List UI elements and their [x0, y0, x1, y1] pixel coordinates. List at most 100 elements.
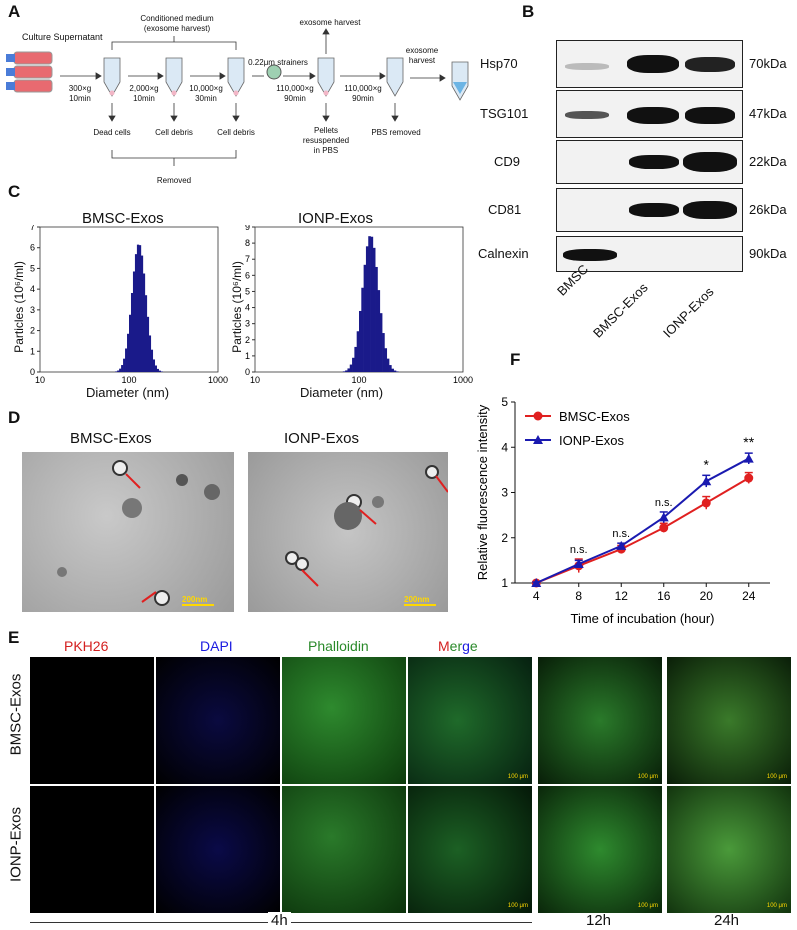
hist-bar: [368, 236, 371, 372]
hist-bar: [382, 333, 385, 372]
micrograph-ionp-dapi: [156, 786, 280, 913]
significance-label: **: [743, 434, 754, 450]
hist-ytick-label: 2: [30, 326, 35, 336]
hist-bar: [347, 368, 351, 372]
hist-xlabel-left: Diameter (nm): [86, 385, 170, 400]
tem-image-bmsc-exos: 200nm: [22, 452, 234, 612]
pellets-label: Pellets resuspended in PBS: [302, 126, 350, 155]
hist-xtick-label: 100: [351, 375, 366, 385]
hist-ytick-label: 1: [245, 351, 250, 361]
hist-title-left: BMSC-Exos: [82, 210, 164, 227]
micrograph-bmsc-merge: 100 μm: [408, 657, 532, 784]
hist-bar: [127, 333, 130, 372]
scalebar-bmsc-24h: 100 μm: [766, 774, 787, 780]
time-label-24h: 24h: [714, 912, 740, 929]
hist-bar: [119, 368, 122, 372]
spin-step-3: 10,000×g 30min: [189, 84, 223, 103]
hist-bar: [117, 370, 120, 372]
merge-er: er: [449, 638, 463, 654]
micrograph-ionp-12h: 100 μm: [538, 786, 662, 913]
hist-bar: [342, 371, 346, 372]
dead-cells-label: Dead cells: [93, 128, 131, 137]
hist-title-right: IONP-Exos: [298, 210, 374, 227]
hist-ytick-label: 7: [30, 225, 35, 232]
kda-hsp70: 70kDa: [749, 56, 787, 71]
data-point: [744, 473, 754, 483]
merge-e: e: [469, 638, 478, 654]
lane-label-bmsc-exos: BMSC-Exos: [590, 279, 651, 341]
histogram-ionp-exos: 0 1 2 3 4 5 6 7 8 9 10 100 1000: [245, 225, 473, 385]
strainer-label: 0.22μm strainers: [248, 58, 308, 67]
micrograph-ionp-phalloidin: [282, 786, 406, 913]
hist-ytick-label: 9: [245, 225, 250, 232]
hist-xtick-label: 1000: [453, 375, 473, 385]
hist-bar: [359, 310, 362, 372]
data-point: [573, 558, 584, 568]
panel-label-b: B: [522, 2, 535, 21]
hist-xtick-label: 10: [35, 375, 45, 385]
hist-ytick-label: 1: [30, 346, 35, 356]
tem-scalebar-left: 200nm: [182, 595, 208, 604]
hist-bar: [391, 368, 394, 372]
x-tick-label: 20: [700, 589, 714, 603]
significance-label: n.s.: [570, 544, 588, 556]
hist-ytick-label: 8: [245, 238, 250, 248]
culture-label: Culture Supernatant: [22, 32, 103, 42]
kda-cd9: 22kDa: [749, 154, 787, 169]
x-tick-label: 16: [657, 589, 671, 603]
hist-ytick-label: 0: [245, 367, 250, 377]
spin-step-5: 110,000×g 90min: [344, 84, 382, 103]
legend-label: IONP-Exos: [559, 433, 625, 448]
legend-marker: [533, 411, 543, 421]
y-axis-label: Relative fluorescence intensity: [475, 404, 490, 580]
micrograph-bmsc-24h: 100 μm: [667, 657, 791, 784]
conditioned-medium-label: Conditioned medium (exosome harvest): [140, 14, 214, 33]
micrograph-ionp-pkh26: [30, 786, 154, 913]
hist-ytick-label: 7: [245, 254, 250, 264]
y-tick-label: 3: [501, 486, 508, 500]
hist-bar: [354, 346, 357, 372]
hist-bar: [370, 236, 374, 372]
cell-debris-label-1: Cell debris: [155, 128, 193, 137]
blot-label-cd9: CD9: [494, 154, 521, 169]
hist-ytick-label: 6: [30, 243, 35, 253]
histogram-bmsc-exos: 0 1 2 3 4 5 6 7 10 100 1000: [30, 225, 228, 385]
hist-bar: [379, 313, 383, 372]
cell-debris-label-2: Cell debris: [217, 128, 255, 137]
x-tick-label: 24: [742, 589, 756, 603]
legend-marker: [533, 435, 543, 444]
hist-ytick-label: 6: [245, 270, 250, 280]
tem-scalebar-right: 200nm: [404, 595, 430, 604]
hist-bar: [363, 264, 367, 372]
x-axis-label: Time of incubation (hour): [570, 611, 714, 626]
hist-ylabel-left: Particles (10⁶/ml): [12, 261, 26, 353]
blot-label-tsg101: TSG101: [480, 106, 529, 121]
hist-ytick-label: 0: [30, 367, 35, 377]
hist-bar: [152, 359, 156, 372]
y-tick-label: 5: [501, 395, 508, 409]
tem-title-right: IONP-Exos: [284, 430, 360, 447]
micrograph-ionp-24h: 100 μm: [667, 786, 791, 913]
merge-g: g: [462, 638, 470, 654]
hist-bar: [150, 349, 154, 372]
hist-bar: [134, 254, 138, 372]
workflow-diagram: [6, 28, 469, 166]
row-label-bmsc-exos: BMSC-Exos: [7, 673, 25, 756]
row-label-ionp-exos: IONP-Exos: [7, 807, 25, 883]
blot-calnexin: [556, 236, 743, 272]
hist-bar: [356, 331, 360, 372]
panel-label-f: F: [510, 350, 521, 369]
hist-ytick-label: 2: [245, 335, 250, 345]
pbs-removed-label: PBS removed: [371, 128, 421, 137]
hist-ytick-label: 4: [30, 284, 35, 294]
hist-bar: [386, 358, 390, 372]
col-header-pkh26: PKH26: [64, 638, 109, 654]
data-point: [658, 512, 669, 522]
y-tick-label: 2: [501, 531, 508, 545]
hist-bar: [361, 287, 364, 372]
significance-label: n.s.: [655, 497, 673, 509]
hist-bar: [148, 335, 152, 372]
blot-label-hsp70: Hsp70: [480, 56, 518, 71]
hist-bar: [156, 368, 159, 372]
